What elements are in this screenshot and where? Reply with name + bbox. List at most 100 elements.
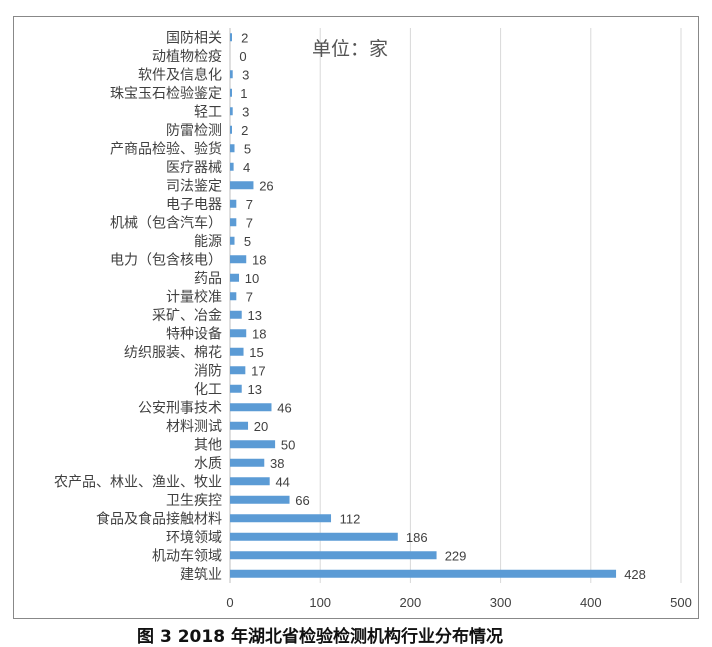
bar xyxy=(230,255,247,264)
category-label: 电子电器 xyxy=(166,197,222,213)
data-label: 428 xyxy=(624,567,646,582)
category-label: 水质 xyxy=(194,456,222,472)
category-label: 产商品检验、验货 xyxy=(110,140,222,157)
bar xyxy=(230,181,254,190)
data-label: 2 xyxy=(241,123,248,138)
x-tick-label: 0 xyxy=(226,595,233,610)
data-label: 229 xyxy=(445,548,467,563)
data-label: 50 xyxy=(281,437,295,452)
bar xyxy=(230,88,232,97)
category-label: 防雷检测 xyxy=(166,123,222,139)
bar xyxy=(230,458,265,467)
category-label: 建筑业 xyxy=(180,567,222,583)
bar xyxy=(230,218,237,227)
bar xyxy=(230,384,242,393)
grid-lines xyxy=(229,28,682,583)
bar xyxy=(230,107,233,116)
category-label: 医疗器械 xyxy=(166,160,222,176)
bar xyxy=(230,477,270,486)
data-label: 4 xyxy=(243,160,250,175)
category-label: 材料测试 xyxy=(166,419,222,435)
x-tick-label: 400 xyxy=(580,595,602,610)
x-tick-labels: 0 100 200 300 400 500 xyxy=(226,595,691,610)
category-label: 卫生疾控 xyxy=(166,493,222,509)
data-label: 5 xyxy=(244,141,251,156)
bar xyxy=(230,514,332,523)
category-label: 动植物检疫 xyxy=(152,49,222,65)
category-label: 其他 xyxy=(194,437,222,453)
category-label: 软件及信息化 xyxy=(138,66,222,83)
bar xyxy=(230,403,272,412)
category-label: 药品 xyxy=(194,271,222,287)
category-label: 国防相关 xyxy=(166,30,222,46)
data-label: 186 xyxy=(406,530,428,545)
category-label: 化工 xyxy=(194,382,222,398)
bar xyxy=(230,273,240,282)
category-label: 司法鉴定 xyxy=(166,178,222,194)
figure-caption: 图 3 2018 年湖北省检验检测机构行业分布情况 xyxy=(137,627,503,647)
category-label: 消防 xyxy=(194,363,222,379)
bar xyxy=(230,551,437,560)
category-label: 农产品、林业、渔业、牧业 xyxy=(54,474,222,490)
bar xyxy=(230,347,244,356)
data-label: 13 xyxy=(247,308,261,323)
data-label: 15 xyxy=(249,345,263,360)
data-label: 7 xyxy=(246,289,253,304)
bar xyxy=(230,440,276,449)
data-label: 13 xyxy=(247,382,261,397)
data-label: 38 xyxy=(270,456,284,471)
data-label: 112 xyxy=(340,511,361,526)
data-label: 46 xyxy=(277,400,291,415)
bar xyxy=(230,70,233,79)
bar xyxy=(230,366,246,375)
data-label: 10 xyxy=(245,271,259,286)
bar xyxy=(230,569,617,578)
category-label: 公安刑事技术 xyxy=(138,400,222,416)
category-label: 能源 xyxy=(194,234,222,250)
category-label: 环境领域 xyxy=(166,530,222,546)
data-label: 66 xyxy=(295,493,309,508)
category-label: 机械（包含汽车） xyxy=(110,214,222,231)
bar xyxy=(230,125,232,134)
data-label: 5 xyxy=(244,234,251,249)
data-label: 0 xyxy=(239,49,246,64)
category-label: 采矿、冶金 xyxy=(152,308,222,324)
data-label: 3 xyxy=(242,104,249,119)
data-label: 26 xyxy=(259,178,273,193)
chart-frame xyxy=(13,16,699,619)
bar xyxy=(230,199,237,208)
unit-note: 单位：家 xyxy=(312,38,389,60)
bar xyxy=(230,33,232,42)
category-label: 计量校准 xyxy=(166,288,222,305)
data-label: 20 xyxy=(254,419,268,434)
data-label: 18 xyxy=(252,326,266,341)
bar xyxy=(230,162,234,171)
category-label: 食品及食品接触材料 xyxy=(96,510,222,527)
data-label: 18 xyxy=(252,252,266,267)
data-label: 7 xyxy=(246,197,253,212)
x-tick-label: 200 xyxy=(400,595,422,610)
data-label: 17 xyxy=(251,363,265,378)
x-tick-label: 100 xyxy=(309,595,331,610)
bar xyxy=(230,495,290,504)
category-label: 轻工 xyxy=(194,104,222,120)
bar xyxy=(230,236,235,245)
bar xyxy=(230,292,237,301)
data-label: 7 xyxy=(246,215,253,230)
bar xyxy=(230,421,249,430)
category-labels: 国防相关动植物检疫软件及信息化珠宝玉石检验鉴定轻工防雷检测产商品检验、验货医疗器… xyxy=(54,30,222,583)
category-label: 珠宝玉石检验鉴定 xyxy=(110,86,222,102)
category-label: 电力（包含核电） xyxy=(110,252,222,268)
bar xyxy=(230,532,398,541)
category-label: 特种设备 xyxy=(166,325,222,342)
bars xyxy=(230,33,617,578)
data-label: 3 xyxy=(242,67,249,82)
bar xyxy=(230,329,247,338)
data-label: 44 xyxy=(275,474,289,489)
bar xyxy=(230,144,235,153)
category-label: 纺织服装、棉花 xyxy=(124,344,222,361)
data-label: 1 xyxy=(240,86,247,101)
x-tick-label: 300 xyxy=(490,595,512,610)
data-labels: 2031325426775181071318151713462050384466… xyxy=(239,30,646,582)
